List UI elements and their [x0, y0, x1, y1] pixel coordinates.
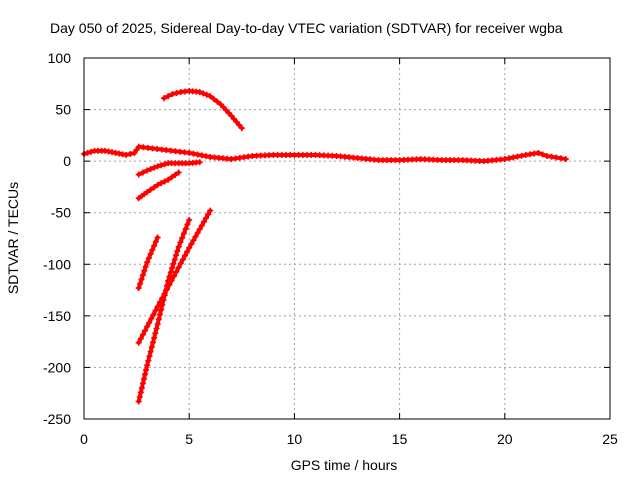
data-points — [81, 88, 569, 405]
x-tick-label: 20 — [497, 431, 513, 447]
y-tick-label: -100 — [43, 256, 71, 272]
series-main-flat — [81, 143, 569, 165]
y-tick-label: 100 — [48, 50, 72, 66]
series-steep-from-minus-235 — [135, 216, 193, 405]
axis-ticks — [83, 57, 611, 420]
y-axis-label: SDTVAR / TECUs — [5, 182, 21, 294]
y-tick-label: 50 — [55, 102, 71, 118]
y-tick-label: -250 — [43, 411, 71, 427]
x-tick-label: 15 — [392, 431, 408, 447]
x-axis-label: GPS time / hours — [291, 457, 398, 473]
y-tick-label: -150 — [43, 308, 71, 324]
y-tick-label: -50 — [51, 205, 71, 221]
x-tick-label: 10 — [287, 431, 303, 447]
series-arc-high — [160, 88, 245, 132]
x-tick-label: 5 — [185, 431, 193, 447]
grid — [84, 58, 610, 419]
y-tick-label: -200 — [43, 359, 71, 375]
series-curve-minus-10 — [135, 159, 203, 178]
series-long-to-minus-50 — [135, 207, 214, 346]
x-tick-label: 25 — [602, 431, 618, 447]
series-steep-short — [135, 234, 161, 292]
series-curve-minus-35 — [135, 169, 182, 202]
x-tick-label: 0 — [80, 431, 88, 447]
tick-labels: 0 5 10 15 20 25 -250 -200 -150 -100 -50 0 50 100 — [43, 50, 618, 447]
y-tick-label: 0 — [63, 153, 71, 169]
plot-frame — [83, 57, 611, 420]
chart-title: Day 050 of 2025, Sidereal Day-to-day VTE… — [50, 20, 563, 36]
